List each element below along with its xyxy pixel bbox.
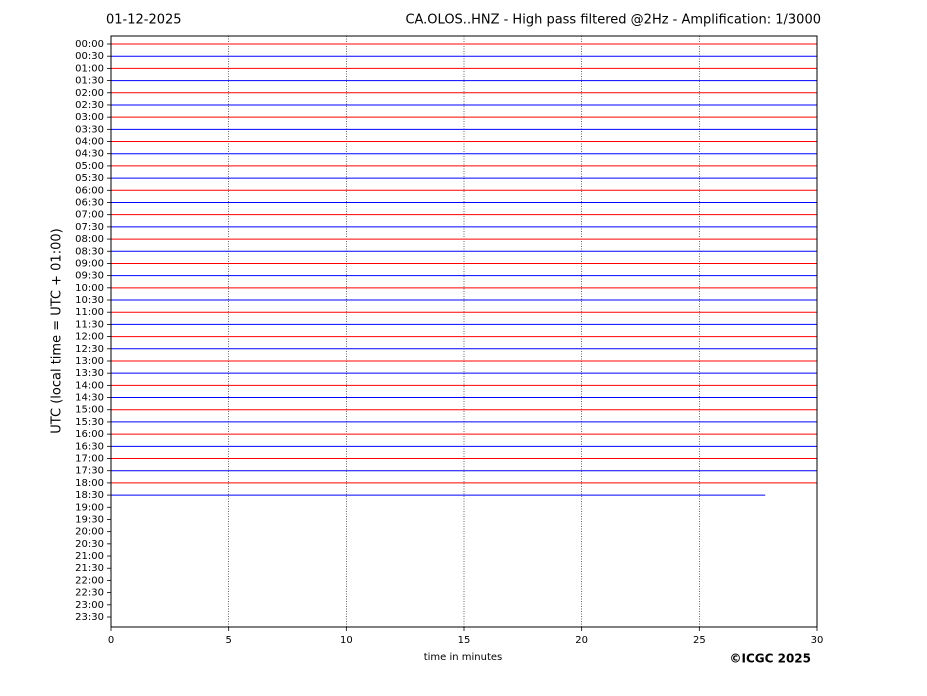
y-tick-label: 12:30 bbox=[75, 344, 104, 355]
y-tick-label: 17:30 bbox=[75, 466, 104, 477]
y-tick-label: 02:00 bbox=[75, 88, 104, 99]
y-tick-label: 14:00 bbox=[75, 380, 104, 391]
y-tick-label: 04:30 bbox=[75, 149, 104, 160]
y-tick-label: 08:30 bbox=[75, 246, 104, 257]
x-axis-label: time in minutes bbox=[424, 652, 503, 663]
y-tick-label: 21:30 bbox=[75, 563, 104, 574]
y-tick-label: 09:30 bbox=[75, 271, 104, 282]
y-tick-label: 20:00 bbox=[75, 527, 104, 538]
y-tick-label: 05:00 bbox=[75, 161, 104, 172]
x-tick-label: 30 bbox=[811, 635, 824, 646]
x-tick-label: 20 bbox=[575, 635, 588, 646]
y-tick-label: 06:30 bbox=[75, 197, 104, 208]
y-tick-label: 15:30 bbox=[75, 417, 104, 428]
y-tick-label: 19:00 bbox=[75, 502, 104, 513]
date-label: 01-12-2025 bbox=[106, 13, 182, 28]
y-tick-label: 21:00 bbox=[75, 551, 104, 562]
x-tick-label: 0 bbox=[108, 635, 114, 646]
plot-frame bbox=[110, 35, 818, 628]
y-tick-label: 11:00 bbox=[75, 307, 104, 318]
y-tick-label: 02:30 bbox=[75, 100, 104, 111]
y-axis-label: UTC (local time = UTC + 01:00) bbox=[50, 228, 65, 433]
y-tick-label: 15:00 bbox=[75, 405, 104, 416]
y-tick-label: 04:00 bbox=[75, 137, 104, 148]
y-tick-label: 13:30 bbox=[75, 368, 104, 379]
y-tick-label: 18:00 bbox=[75, 478, 104, 489]
y-tick-label: 20:30 bbox=[75, 539, 104, 550]
y-tick-label: 22:30 bbox=[75, 588, 104, 599]
y-tick-label: 16:30 bbox=[75, 441, 104, 452]
y-tick-label: 09:00 bbox=[75, 258, 104, 269]
y-tick-label: 08:00 bbox=[75, 234, 104, 245]
x-tick-label: 25 bbox=[693, 635, 706, 646]
y-tick-label: 00:30 bbox=[75, 51, 104, 62]
y-tick-label: 03:30 bbox=[75, 124, 104, 135]
chart-title: CA.OLOS..HNZ - High pass filtered @2Hz -… bbox=[405, 13, 821, 28]
y-tick-label: 00:00 bbox=[75, 39, 104, 50]
y-tick-label: 14:30 bbox=[75, 393, 104, 404]
y-tick-label: 17:00 bbox=[75, 454, 104, 465]
y-tick-label: 01:30 bbox=[75, 76, 104, 87]
x-tick-label: 10 bbox=[340, 635, 353, 646]
y-tick-label: 05:30 bbox=[75, 173, 104, 184]
y-tick-label: 11:30 bbox=[75, 319, 104, 330]
y-tick-label: 07:30 bbox=[75, 222, 104, 233]
y-tick-label: 23:30 bbox=[75, 612, 104, 623]
y-tick-label: 10:30 bbox=[75, 295, 104, 306]
y-tick-label: 07:00 bbox=[75, 210, 104, 221]
credit: ©ICGC 2025 bbox=[729, 652, 811, 666]
y-tick-label: 18:30 bbox=[75, 490, 104, 501]
y-tick-label: 13:00 bbox=[75, 356, 104, 367]
y-tick-label: 12:00 bbox=[75, 332, 104, 343]
y-tick-label: 16:00 bbox=[75, 429, 104, 440]
y-tick-label: 06:00 bbox=[75, 185, 104, 196]
x-tick-label: 5 bbox=[225, 635, 231, 646]
y-tick-label: 22:00 bbox=[75, 575, 104, 586]
y-tick-label: 10:00 bbox=[75, 283, 104, 294]
y-tick-label: 23:00 bbox=[75, 600, 104, 611]
y-tick-label: 19:30 bbox=[75, 514, 104, 525]
y-tick-label: 03:00 bbox=[75, 112, 104, 123]
x-tick-label: 15 bbox=[458, 635, 471, 646]
y-tick-label: 01:00 bbox=[75, 63, 104, 74]
